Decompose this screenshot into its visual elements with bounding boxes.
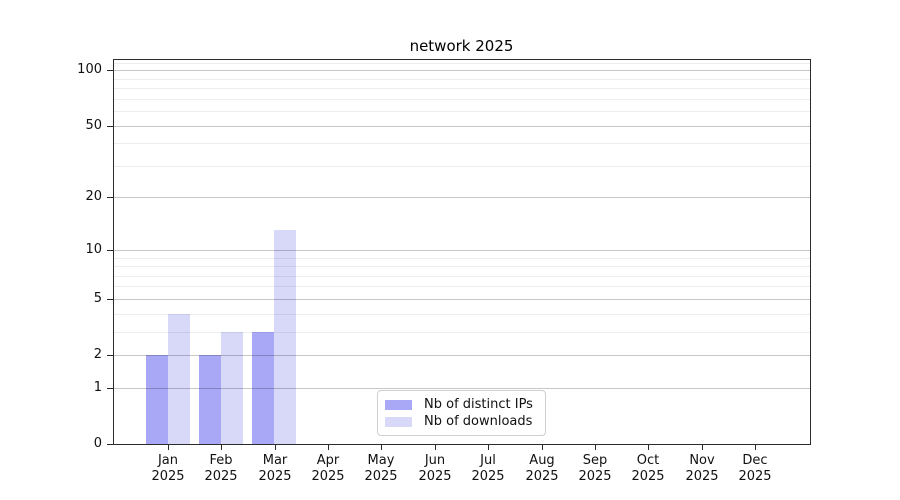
x-tick-year: 2025 — [311, 469, 345, 484]
x-tick-year: 2025 — [631, 469, 665, 484]
x-tick-month: Nov — [689, 453, 715, 468]
x-tick-mark-jun — [435, 445, 436, 450]
x-tick-month: May — [367, 453, 395, 468]
x-tick-mark-oct — [648, 445, 649, 450]
x-tick-year: 2025 — [578, 469, 612, 484]
x-tick-label-oct: Oct 2025 — [613, 453, 683, 485]
legend-item-downloads: Nb of downloads — [385, 414, 537, 429]
gridline-minor-4 — [114, 314, 810, 315]
x-tick-year: 2025 — [525, 469, 559, 484]
y-tick-label-20: 20 — [85, 189, 102, 204]
x-tick-mark-sep — [595, 445, 596, 450]
legend-swatch-distinct-ips — [385, 399, 412, 410]
x-tick-month: Jan — [157, 453, 179, 468]
y-tick-label-2: 2 — [93, 347, 102, 362]
x-tick-label-jan: Jan 2025 — [133, 453, 203, 485]
gridline-major-1 — [114, 388, 810, 389]
bar-nb-of-distinct-ips-feb — [198, 355, 221, 444]
legend-item-distinct-ips: Nb of distinct IPs — [385, 397, 537, 412]
x-tick-label-mar: Mar 2025 — [240, 453, 310, 485]
x-tick-mark-jul — [488, 445, 489, 450]
gridline-minor-70 — [114, 99, 810, 100]
x-tick-label-apr: Apr 2025 — [293, 453, 363, 485]
y-tick-label-100: 100 — [77, 62, 102, 77]
x-tick-year: 2025 — [258, 469, 292, 484]
x-tick-month: Feb — [209, 453, 233, 468]
x-tick-label-jun: Jun 2025 — [400, 453, 470, 485]
y-tick-label-1: 1 — [93, 380, 102, 395]
x-tick-label-dec: Dec 2025 — [720, 453, 790, 485]
y-tick-label-5: 5 — [93, 291, 102, 306]
x-tick-label-nov: Nov 2025 — [667, 453, 737, 485]
gridline-major-10 — [114, 250, 810, 251]
x-tick-label-may: May 2025 — [346, 453, 416, 485]
x-tick-year: 2025 — [685, 469, 719, 484]
x-tick-year: 2025 — [738, 469, 772, 484]
y-tick-mark-5 — [107, 299, 113, 300]
gridline-major-100 — [114, 70, 810, 71]
x-tick-month: Aug — [529, 453, 555, 468]
y-tick-mark-2 — [107, 355, 113, 356]
y-tick-label-0: 0 — [93, 436, 102, 451]
legend-label-distinct-ips: Nb of distinct IPs — [424, 397, 533, 412]
x-tick-year: 2025 — [151, 469, 185, 484]
x-tick-year: 2025 — [418, 469, 452, 484]
legend-box: Nb of distinct IPs Nb of downloads — [377, 390, 546, 436]
y-tick-mark-0 — [107, 444, 113, 445]
x-tick-mark-feb — [221, 445, 222, 450]
bar-nb-of-distinct-ips-mar — [252, 331, 275, 444]
x-tick-label-feb: Feb 2025 — [186, 453, 256, 485]
y-tick-label-50: 50 — [85, 118, 102, 133]
x-tick-mark-dec — [755, 445, 756, 450]
chart-title: network 2025 — [409, 37, 514, 55]
bar-nb-of-downloads-mar — [274, 230, 297, 444]
x-tick-label-aug: Aug 2025 — [507, 453, 577, 485]
bar-nb-of-downloads-feb — [220, 331, 243, 444]
gridline-minor-30 — [114, 166, 810, 167]
gridline-major-2 — [114, 355, 810, 356]
x-tick-month: Apr — [316, 453, 340, 468]
gridline-major-5 — [114, 299, 810, 300]
y-tick-mark-20 — [107, 197, 113, 198]
x-tick-month: Jun — [424, 453, 446, 468]
x-tick-year: 2025 — [471, 469, 505, 484]
x-tick-mark-apr — [328, 445, 329, 450]
x-tick-label-jul: Jul 2025 — [453, 453, 523, 485]
x-tick-mark-aug — [542, 445, 543, 450]
x-tick-month: Mar — [262, 453, 288, 468]
gridline-major-50 — [114, 126, 810, 127]
y-tick-mark-100 — [107, 70, 113, 71]
gridline-minor-110 — [114, 63, 810, 64]
gridline-minor-9 — [114, 258, 810, 259]
x-tick-month: Jul — [480, 453, 496, 468]
x-tick-month: Oct — [636, 453, 660, 468]
gridline-minor-90 — [114, 79, 810, 80]
x-tick-mark-jan — [168, 445, 169, 450]
gridline-minor-60 — [114, 111, 810, 112]
bar-nb-of-downloads-jan — [167, 313, 190, 444]
legend-swatch-downloads — [385, 416, 412, 427]
gridline-minor-3 — [114, 332, 810, 333]
y-tick-mark-10 — [107, 250, 113, 251]
x-tick-month: Dec — [742, 453, 768, 468]
x-tick-mark-mar — [275, 445, 276, 450]
x-tick-year: 2025 — [364, 469, 398, 484]
gridline-major-20 — [114, 197, 810, 198]
y-tick-label-10: 10 — [85, 242, 102, 257]
gridline-minor-40 — [114, 143, 810, 144]
bar-nb-of-distinct-ips-jan — [145, 355, 168, 444]
y-tick-mark-50 — [107, 126, 113, 127]
legend-label-downloads: Nb of downloads — [424, 414, 533, 429]
x-tick-mark-nov — [702, 445, 703, 450]
gridline-minor-6 — [114, 286, 810, 287]
gridline-minor-80 — [114, 88, 810, 89]
x-tick-year: 2025 — [204, 469, 238, 484]
y-tick-mark-1 — [107, 388, 113, 389]
gridline-minor-8 — [114, 266, 810, 267]
gridline-minor-7 — [114, 276, 810, 277]
x-tick-mark-may — [381, 445, 382, 450]
x-tick-label-sep: Sep 2025 — [560, 453, 630, 485]
x-tick-month: Sep — [582, 453, 608, 468]
